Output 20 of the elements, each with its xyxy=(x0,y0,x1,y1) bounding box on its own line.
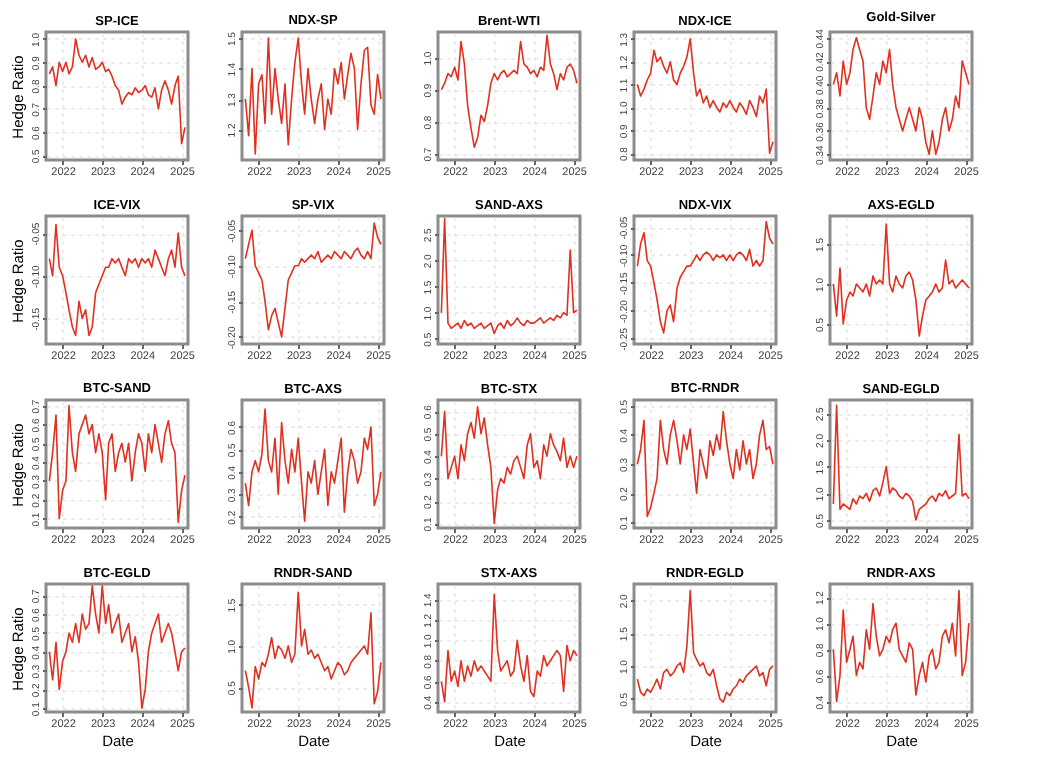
line-series xyxy=(636,38,774,154)
line-series xyxy=(636,410,774,518)
line-series xyxy=(440,405,578,525)
line-series xyxy=(48,585,186,710)
line-series xyxy=(244,37,382,155)
line-series xyxy=(636,589,774,703)
line-series xyxy=(244,591,382,709)
line-series xyxy=(832,37,970,155)
line-series xyxy=(244,222,382,338)
line-series xyxy=(48,404,186,524)
line-series xyxy=(440,593,578,703)
line-series xyxy=(440,217,578,335)
line-series xyxy=(832,404,970,521)
line-series xyxy=(636,220,774,334)
line-series xyxy=(244,408,382,523)
line-series xyxy=(832,589,970,703)
line-series xyxy=(48,38,186,145)
line-series xyxy=(832,223,970,337)
line-series xyxy=(48,223,186,337)
line-series xyxy=(440,34,578,148)
